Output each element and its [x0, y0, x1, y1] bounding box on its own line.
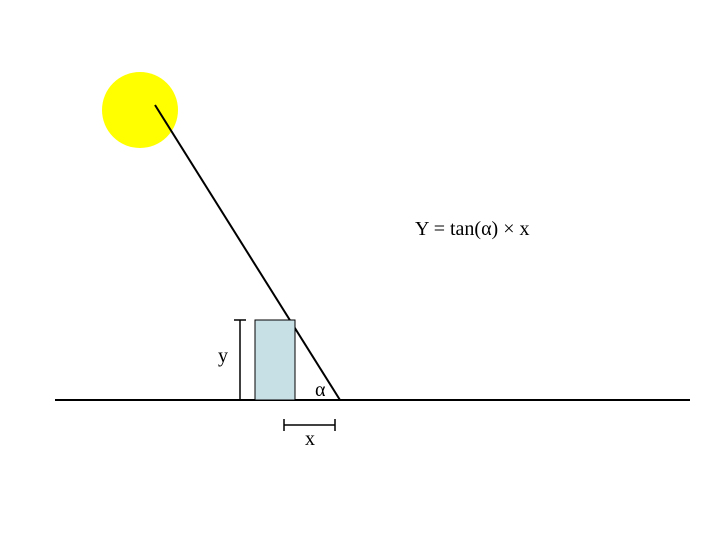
x-label: x	[305, 428, 315, 450]
formula-label: Y = tan(α) × x	[415, 218, 530, 240]
sun-ray-line	[155, 105, 340, 400]
y-dimension-bracket	[234, 320, 246, 400]
building-rect	[255, 320, 295, 400]
alpha-label: α	[315, 379, 326, 401]
y-label: y	[218, 345, 228, 367]
sun	[102, 72, 178, 148]
